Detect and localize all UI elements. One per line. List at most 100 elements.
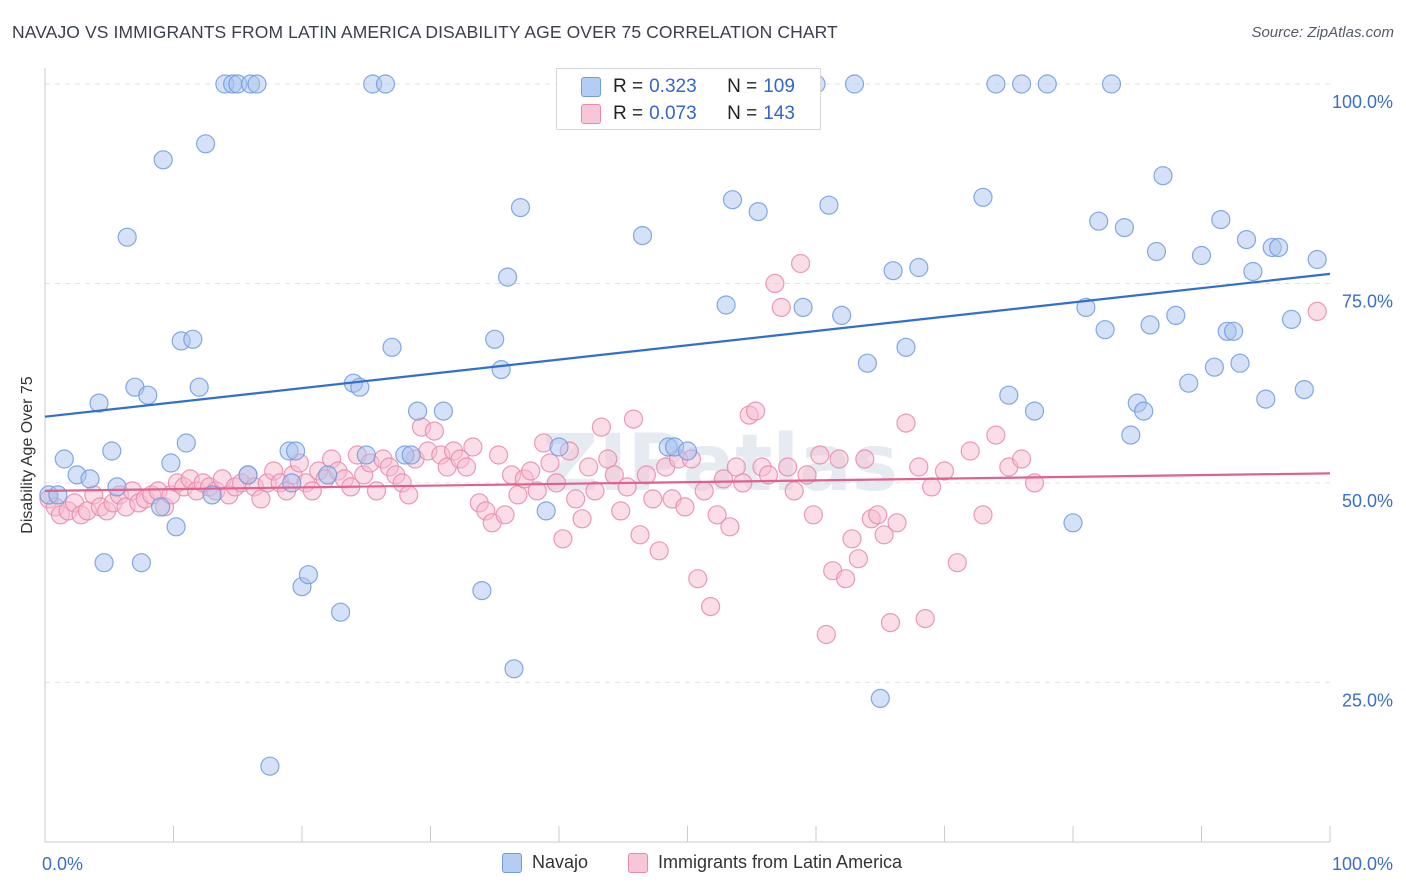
immigrants-point-117: [790, 253, 811, 274]
navajo-point-15: [161, 453, 181, 473]
navajo-point-56: [632, 226, 653, 246]
legend-navajo-swatch: [502, 852, 522, 873]
immigrants-point-84: [578, 457, 599, 477]
navajo-point-8: [107, 477, 127, 497]
legend-navajo-label: Navajo: [532, 852, 589, 872]
navajo-point-102: [1256, 389, 1276, 409]
navajo-point-61: [722, 190, 743, 210]
immigrants-point-66: [463, 437, 483, 457]
immigrants-point-91: [623, 409, 644, 429]
navajo-point-31: [282, 473, 302, 493]
navajo-point-66: [819, 195, 839, 215]
immigrants-point-116: [784, 481, 804, 501]
navajo-point-106: [1294, 380, 1314, 400]
immigrants-point-110: [745, 401, 766, 421]
immigrants-point-131: [880, 612, 901, 633]
immigrants-point-86: [591, 417, 612, 437]
navajo-point-21: [196, 134, 216, 154]
immigrants-point-103: [700, 596, 721, 617]
immigrants-point-120: [810, 445, 830, 465]
navajo-point-89: [1140, 315, 1160, 335]
navajo-point-18: [176, 433, 196, 453]
navajo-point-14: [153, 150, 173, 170]
immigrants-point-134: [909, 457, 929, 477]
x-tick-label-0: 0.0%: [42, 854, 83, 874]
navajo-point-92: [1166, 305, 1186, 325]
immigrants-point-102: [694, 481, 714, 501]
immigrants-point-115: [778, 457, 798, 477]
immigrants-point-114: [771, 297, 791, 317]
navajo-point-51: [504, 659, 524, 679]
navajo-point-67: [832, 305, 852, 325]
immigrants-point-104: [707, 505, 727, 525]
immigrants-point-85: [585, 481, 605, 501]
navajo-point-29: [260, 756, 280, 776]
immigrants-point-132: [887, 513, 907, 533]
stats-row-immigrants: R = 0.073 N = 143: [557, 101, 795, 127]
navajo-point-1: [48, 485, 68, 505]
immigrants-point-130: [874, 525, 894, 545]
navajo-trend-line: [44, 272, 1331, 418]
immigrants-r-value: 0.073: [649, 103, 697, 124]
immigrants-point-137: [934, 461, 955, 481]
immigrants-point-121: [816, 624, 836, 645]
navajo-point-82: [1089, 211, 1109, 231]
immigrants-point-139: [960, 441, 980, 461]
navajo-point-20: [189, 377, 209, 397]
navajo-point-53: [536, 501, 556, 521]
navajo-point-22: [202, 485, 222, 505]
immigrants-point-65: [456, 457, 477, 477]
navajo-point-6: [94, 553, 114, 573]
immigrants-point-101: [688, 569, 708, 589]
navajo-n-value: 109: [763, 76, 795, 97]
navajo-point-78: [1024, 401, 1045, 421]
navajo-point-105: [1281, 309, 1302, 329]
immigrants-point-136: [921, 477, 942, 497]
navajo-point-5: [89, 393, 109, 413]
navajo-point-79: [1037, 74, 1057, 94]
immigrants-point-92: [630, 525, 650, 545]
navajo-point-83: [1095, 320, 1115, 340]
immigrants-point-76: [527, 481, 547, 501]
immigrants-point-125: [842, 529, 862, 549]
immigrants-point-60: [424, 421, 444, 441]
navajo-point-72: [896, 337, 916, 357]
immigrants-point-56: [399, 485, 419, 505]
y-tick-label-1: 75.0%: [1342, 291, 1393, 311]
navajo-point-45: [408, 401, 428, 421]
legend-item-immigrants[interactable]: Immigrants from Latin America: [628, 852, 902, 873]
navajo-point-94: [1191, 245, 1212, 266]
legend-item-navajo[interactable]: Navajo: [502, 852, 588, 873]
immigrants-point-75: [521, 461, 541, 481]
immigrants-point-94: [643, 489, 663, 509]
navajo-point-46: [433, 401, 453, 421]
grid-lines: [45, 83, 1330, 683]
immigrants-point-90: [617, 477, 637, 497]
navajo-point-100: [1236, 230, 1257, 250]
immigrants-point-145: [1307, 301, 1327, 321]
navajo-point-36: [331, 602, 351, 622]
navajo-r-value: 0.323: [649, 76, 697, 97]
immigrants-point-82: [566, 489, 586, 509]
source-attribution: Source: ZipAtlas.com: [1251, 24, 1394, 41]
navajo-point-32: [286, 441, 306, 461]
navajo-point-41: [375, 74, 396, 94]
navajo-point-16: [166, 517, 186, 537]
navajo-point-9: [117, 227, 137, 247]
navajo-point-84: [1101, 74, 1122, 94]
navajo-point-93: [1179, 373, 1199, 393]
y-tick-label-3: 25.0%: [1342, 690, 1393, 710]
legend-immigrants-swatch: [628, 852, 648, 873]
x-tick-label-1: 100.0%: [1332, 854, 1393, 874]
navajo-point-35: [318, 465, 338, 485]
navajo-point-34: [298, 565, 318, 585]
immigrants-point-95: [649, 541, 669, 561]
navajo-point-49: [491, 360, 511, 380]
navajo-point-86: [1121, 425, 1141, 445]
immigrants-n-label: N =: [727, 103, 758, 124]
navajo-point-13: [151, 497, 171, 517]
navajo-point-62: [748, 202, 768, 222]
navajo-point-12: [138, 385, 158, 405]
immigrants-point-93: [636, 465, 657, 485]
